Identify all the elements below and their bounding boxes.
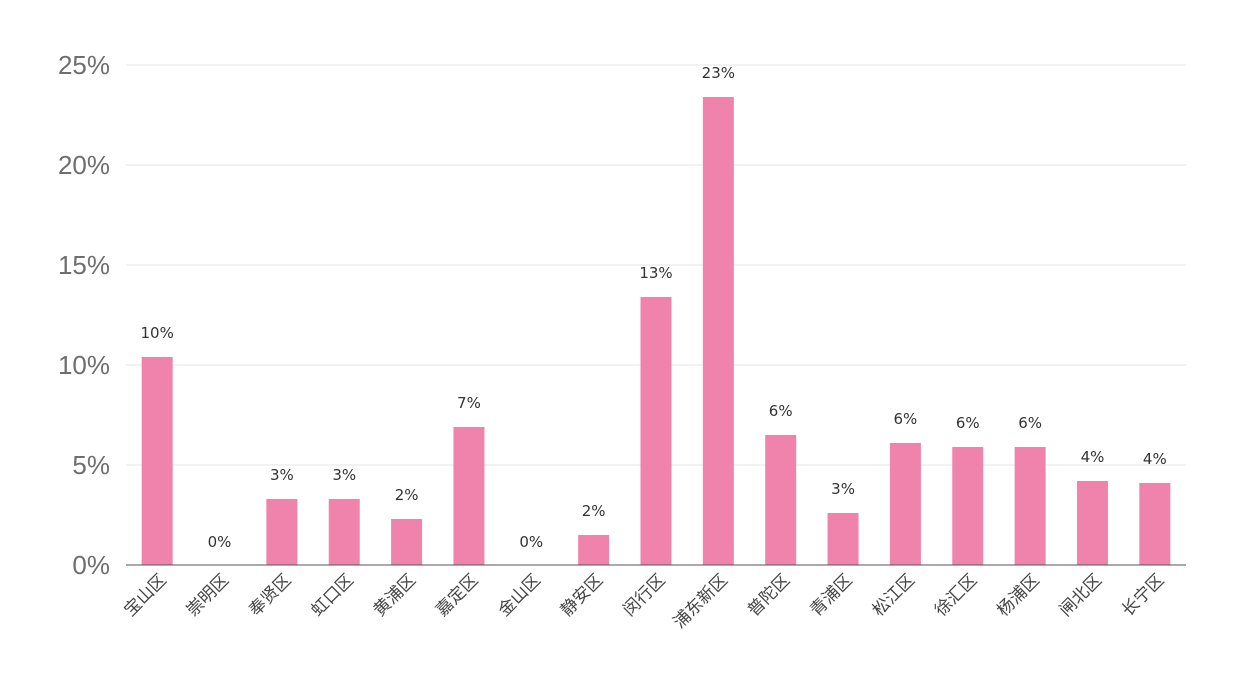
data-label: 3% bbox=[270, 466, 294, 484]
data-label: 23% bbox=[702, 64, 735, 82]
data-label: 10% bbox=[141, 324, 174, 342]
data-label: 13% bbox=[639, 264, 672, 282]
x-tick-label: 宝山区 bbox=[121, 570, 171, 620]
x-tick-label: 青浦区 bbox=[806, 570, 856, 620]
x-tick-label: 嘉定区 bbox=[432, 570, 482, 620]
data-label: 4% bbox=[1081, 448, 1105, 466]
y-tick-label: 15% bbox=[58, 250, 110, 280]
data-label: 2% bbox=[395, 486, 419, 504]
data-label: 3% bbox=[332, 466, 356, 484]
bar bbox=[952, 447, 984, 565]
x-tick-label: 杨浦区 bbox=[993, 570, 1043, 620]
bar bbox=[328, 499, 360, 565]
bar bbox=[391, 519, 423, 565]
bar bbox=[889, 443, 921, 565]
bar bbox=[702, 97, 734, 565]
bar bbox=[266, 499, 298, 565]
data-label: 6% bbox=[1018, 414, 1042, 432]
bar bbox=[1076, 481, 1108, 565]
bar bbox=[1014, 447, 1046, 565]
x-tick-label: 虹口区 bbox=[308, 570, 358, 620]
data-label: 2% bbox=[582, 502, 606, 520]
bar bbox=[141, 357, 173, 565]
data-label: 4% bbox=[1143, 450, 1167, 468]
bar bbox=[453, 427, 485, 565]
bar bbox=[578, 535, 610, 565]
bar bbox=[765, 435, 797, 565]
data-labels: 10% 0% 3% 3% 2% 7% 0% 2% 13% 23% 6% 3% 6% 6% 6% 4% 4% bbox=[141, 64, 1167, 551]
x-tick-label: 浦东新区 bbox=[670, 570, 732, 632]
data-label: 6% bbox=[769, 402, 793, 420]
y-tick-label: 0% bbox=[72, 550, 110, 580]
y-tick-label: 10% bbox=[58, 350, 110, 380]
x-tick-label: 黄浦区 bbox=[370, 570, 420, 620]
data-label: 0% bbox=[208, 533, 232, 551]
x-tick-label: 崇明区 bbox=[183, 570, 233, 620]
x-axis-ticks: 宝山区 崇明区 奉贤区 虹口区 黄浦区 嘉定区 金山区 静安区 闵行区 浦东新区 普陀区 青浦区 松江区… bbox=[121, 570, 1169, 632]
data-label: 3% bbox=[831, 480, 855, 498]
y-axis-ticks: 0% 5% 10% 15% 20% 25% bbox=[58, 50, 110, 580]
x-tick-label: 闵行区 bbox=[619, 570, 669, 620]
bars bbox=[141, 97, 1171, 565]
bar bbox=[827, 513, 859, 565]
x-tick-label: 奉贤区 bbox=[245, 570, 295, 620]
x-tick-label: 闸北区 bbox=[1056, 570, 1106, 620]
bar bbox=[1139, 483, 1171, 565]
data-label: 6% bbox=[956, 414, 980, 432]
x-tick-label: 静安区 bbox=[557, 570, 607, 620]
x-tick-label: 长宁区 bbox=[1118, 570, 1168, 620]
data-label: 0% bbox=[519, 533, 543, 551]
data-label: 7% bbox=[457, 394, 481, 412]
x-tick-label: 松江区 bbox=[869, 570, 919, 620]
x-tick-label: 金山区 bbox=[495, 570, 545, 620]
y-tick-label: 5% bbox=[72, 450, 110, 480]
data-label: 6% bbox=[894, 410, 918, 428]
x-tick-label: 普陀区 bbox=[744, 570, 794, 620]
y-tick-label: 20% bbox=[58, 150, 110, 180]
bar bbox=[640, 297, 672, 565]
gridlines bbox=[126, 64, 1186, 466]
y-tick-label: 25% bbox=[58, 50, 110, 80]
x-tick-label: 徐汇区 bbox=[931, 570, 981, 620]
